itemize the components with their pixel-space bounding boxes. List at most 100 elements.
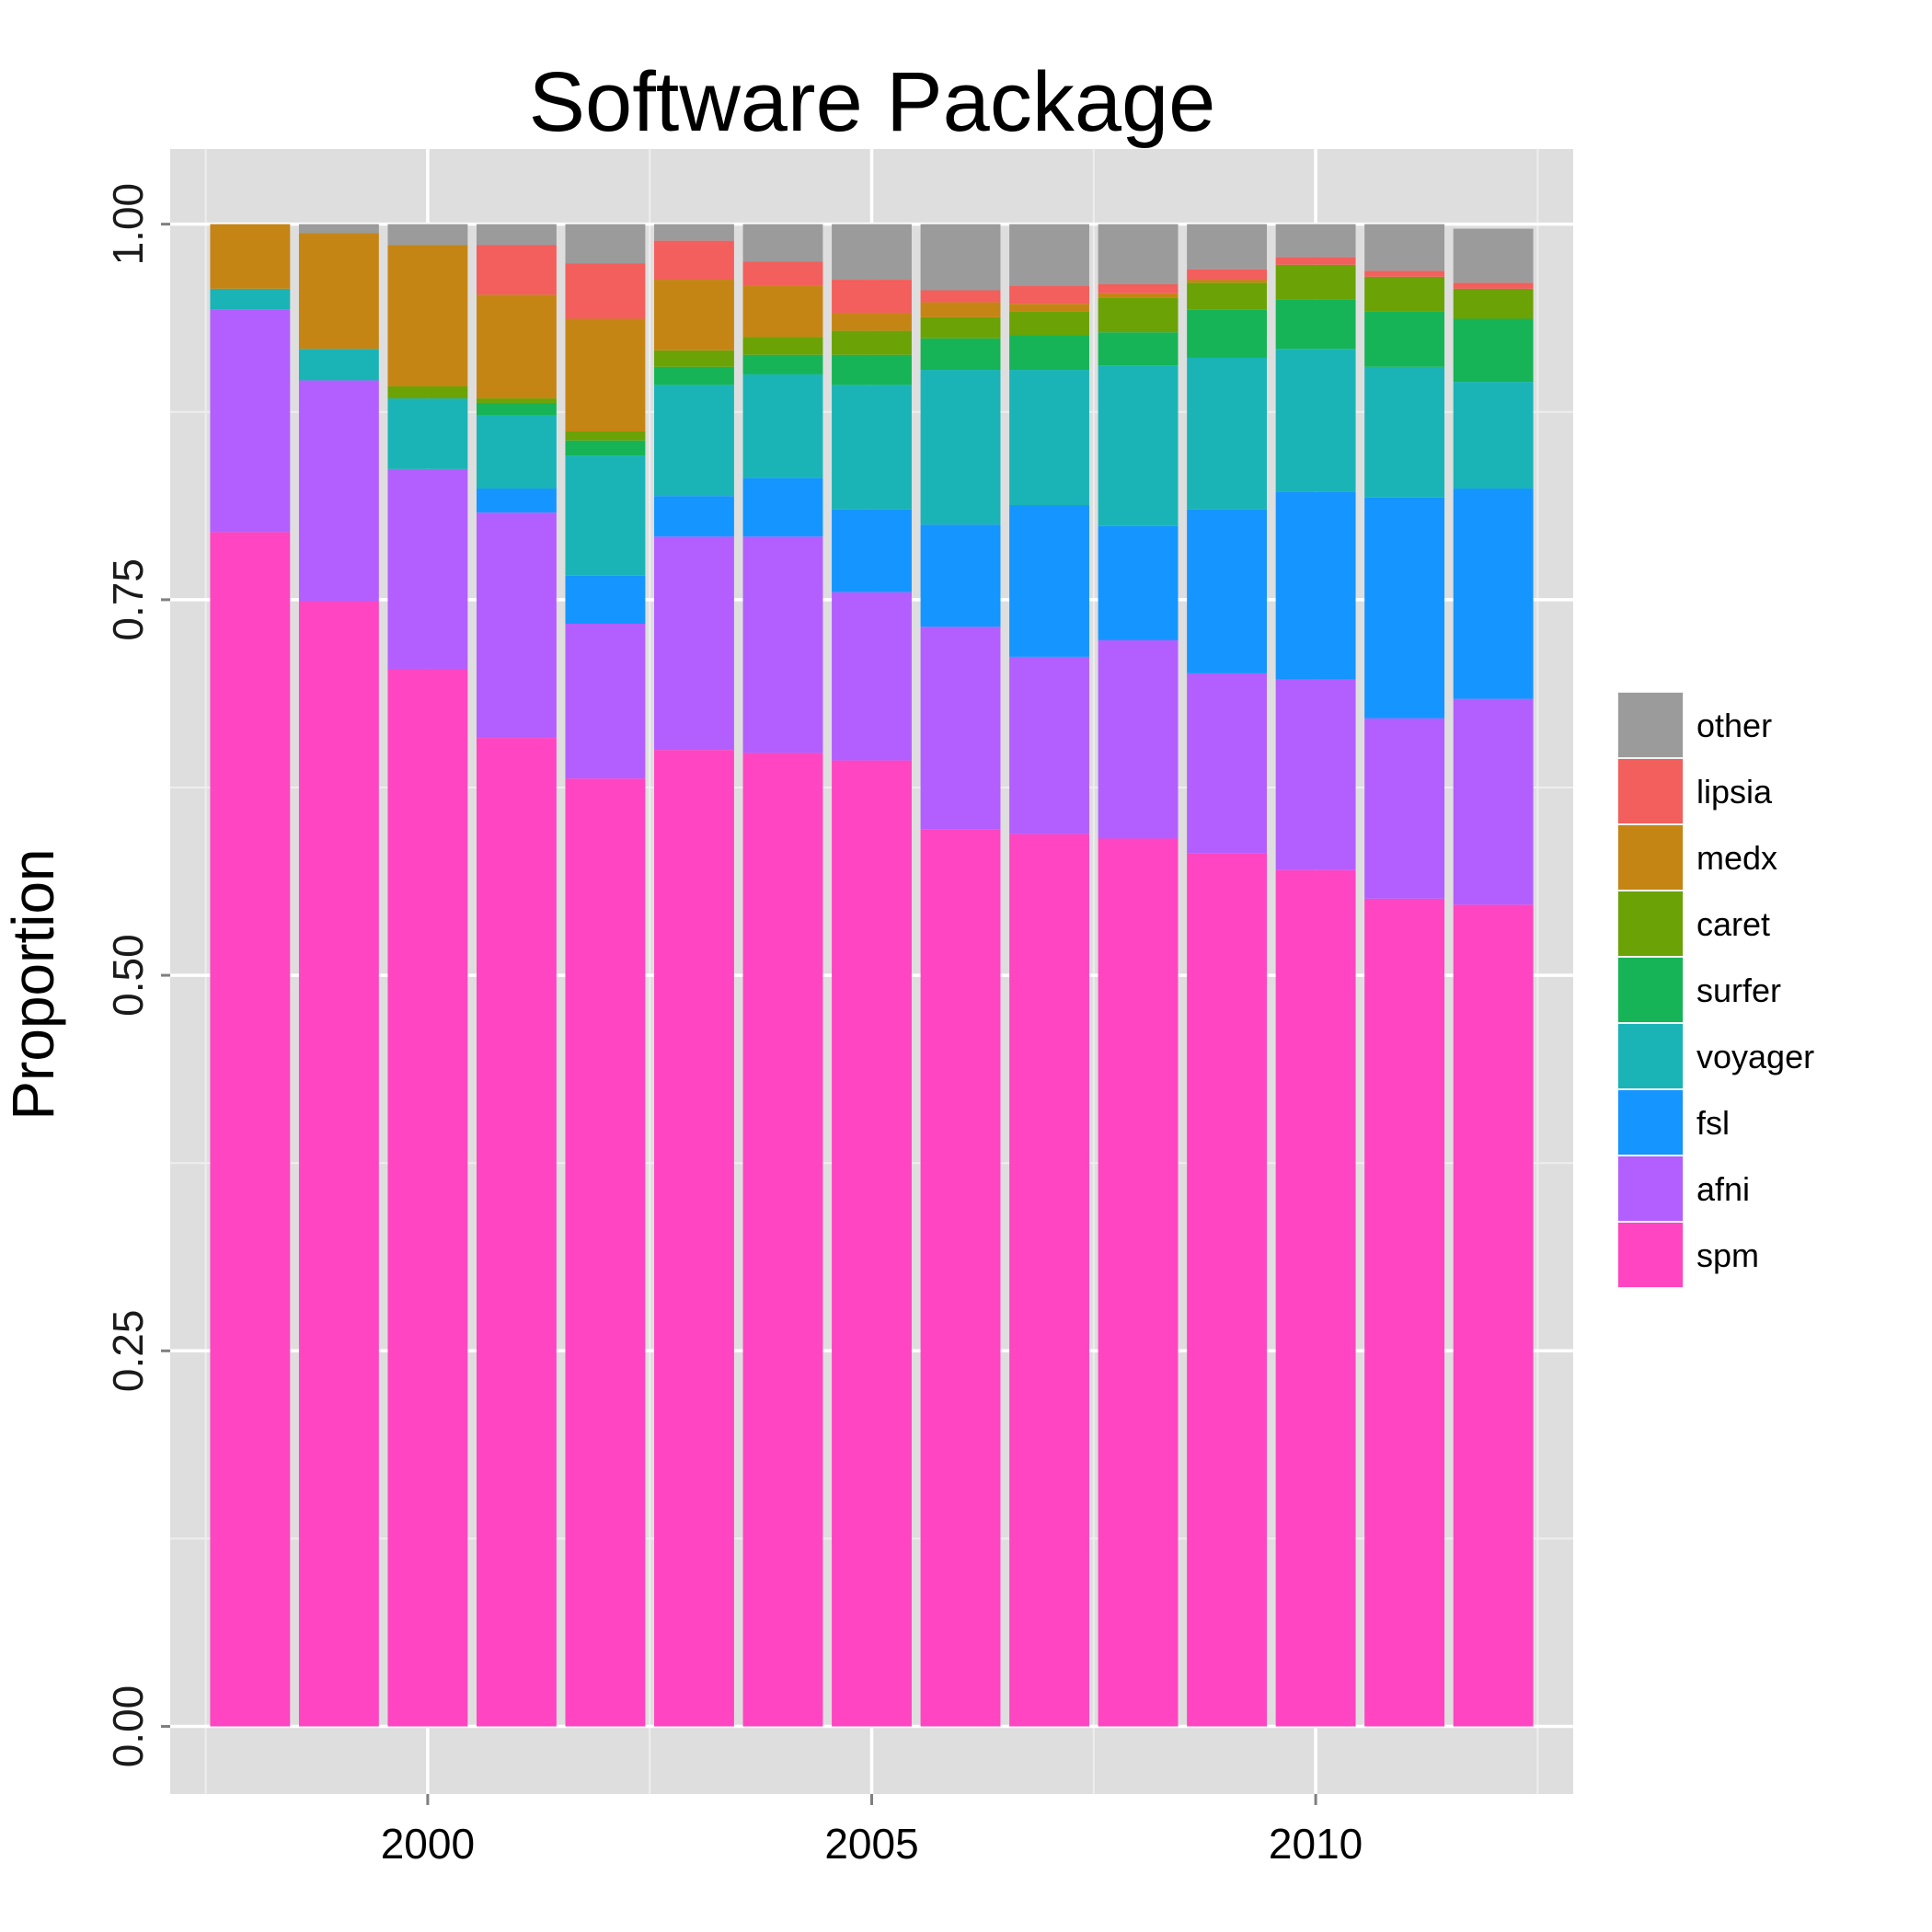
bar-segment-lipsia-2012 [1453, 282, 1534, 289]
legend: other lipsia medx caret surfer voyager fsl afni… [1617, 692, 1814, 1288]
bar-segment-medx-2005 [832, 312, 912, 331]
bar-segment-medx-2007 [1009, 304, 1089, 312]
bar-segment-other-2005 [832, 224, 912, 281]
bar-segment-fsl-2003 [654, 496, 734, 537]
x-tick-label: 2005 [824, 1820, 918, 1868]
bar-segment-voyager-2007 [1009, 370, 1089, 505]
bar-segment-other-2008 [1098, 224, 1179, 284]
bar-segment-surfer-2006 [920, 338, 1001, 371]
bar-segment-lipsia-2004 [742, 261, 823, 286]
y-tick-label: 0.50 [104, 934, 152, 1017]
bar-segment-other-2001 [476, 224, 557, 246]
bar-segment-fsl-2012 [1453, 489, 1534, 699]
legend-swatch-lipsia [1618, 759, 1683, 823]
bar-segment-medx-2009 [1187, 280, 1268, 283]
bar-segment-caret-2010 [1275, 264, 1356, 300]
bar-segment-fsl-2009 [1187, 509, 1268, 673]
y-tick-label: 0.00 [104, 1685, 152, 1768]
bar-segment-voyager-1998 [210, 288, 291, 310]
legend-swatch-surfer [1618, 958, 1683, 1022]
bar-segment-surfer-2003 [654, 366, 734, 385]
bar-segment-lipsia-2002 [565, 263, 646, 319]
bar-segment-voyager-2006 [920, 370, 1001, 525]
bar-segment-voyager-2008 [1098, 365, 1179, 526]
bar-segment-surfer-2005 [832, 354, 912, 385]
bar-segment-afni-2004 [742, 536, 823, 753]
bar-segment-voyager-2005 [832, 385, 912, 510]
legend-label-surfer: surfer [1696, 972, 1781, 1009]
x-tick-label: 2010 [1269, 1820, 1363, 1868]
bar-segment-afni-2008 [1098, 639, 1179, 839]
legend-label-voyager: voyager [1696, 1038, 1814, 1075]
legend-swatch-caret [1618, 891, 1683, 956]
bar-segment-surfer-2004 [742, 354, 823, 374]
bar-segment-spm-2012 [1453, 904, 1534, 1727]
bar-segment-surfer-2012 [1453, 318, 1534, 383]
bar-segment-afni-2010 [1275, 679, 1356, 870]
bar-segment-medx-2004 [742, 285, 823, 338]
y-tick-label: 0.25 [104, 1310, 152, 1393]
bar-segment-voyager-2002 [565, 455, 646, 576]
legend-label-medx: medx [1696, 839, 1777, 877]
bar-segment-other-2004 [742, 224, 823, 262]
bar-segment-afni-2011 [1364, 718, 1445, 899]
bar-segment-voyager-2012 [1453, 382, 1534, 489]
bar-segment-spm-1999 [298, 601, 379, 1727]
bar-segment-caret-2008 [1098, 297, 1179, 333]
bar-segment-medx-2001 [476, 294, 557, 399]
legend-swatch-other [1618, 693, 1683, 757]
bar-segment-voyager-2000 [387, 398, 468, 469]
bar-segment-caret-2009 [1187, 282, 1268, 310]
bar-segment-caret-2002 [565, 431, 646, 441]
bar-segment-fsl-2005 [832, 509, 912, 592]
bar-segment-fsl-2002 [565, 575, 646, 624]
bar-segment-afni-2007 [1009, 656, 1089, 834]
bar-segment-surfer-2001 [476, 402, 557, 416]
bar-segment-spm-2003 [654, 750, 734, 1727]
bar-segment-afni-2009 [1187, 673, 1268, 854]
legend-label-other: other [1696, 707, 1772, 744]
bar-segment-fsl-2006 [920, 524, 1001, 627]
y-axis: 0.00 0.25 0.50 0.75 1.00 [104, 183, 170, 1767]
bar-segment-lipsia-2003 [654, 240, 734, 281]
bar-segment-voyager-2011 [1364, 366, 1445, 498]
bar-segment-medx-2000 [387, 245, 468, 386]
bar-segment-surfer-2009 [1187, 309, 1268, 358]
bar-segment-other-2003 [654, 224, 734, 241]
bar-segment-voyager-1999 [298, 349, 379, 381]
bar-segment-other-2000 [387, 224, 468, 246]
bar-segment-afni-2005 [832, 592, 912, 761]
bar-segment-fsl-2008 [1098, 525, 1179, 640]
bar-segment-caret-2003 [654, 350, 734, 367]
bar-segment-afni-2001 [476, 512, 557, 739]
bar-segment-afni-2000 [387, 468, 468, 669]
bar-segment-caret-2006 [920, 316, 1001, 339]
bar-segment-medx-2008 [1098, 293, 1179, 298]
bar-segment-caret-2000 [387, 385, 468, 399]
bar-segment-other-1999 [298, 224, 379, 234]
legend-swatch-fsl [1618, 1090, 1683, 1155]
legend-label-afni: afni [1696, 1170, 1750, 1208]
bar-segment-surfer-2002 [565, 440, 646, 456]
legend-label-spm: spm [1696, 1236, 1759, 1274]
bar-segment-other-2009 [1187, 224, 1268, 270]
bar-segment-voyager-2009 [1187, 357, 1268, 510]
bar-segment-surfer-2008 [1098, 332, 1179, 366]
bar-segment-spm-2001 [476, 738, 557, 1727]
bar-segment-surfer-2011 [1364, 311, 1445, 367]
bar-segment-afni-2002 [565, 623, 646, 779]
bar-segment-spm-2010 [1275, 869, 1356, 1727]
bar-segment-caret-2005 [832, 330, 912, 355]
bar-segment-other-2002 [565, 224, 646, 264]
bar-stacks [210, 224, 1534, 1727]
bar-segment-afni-2012 [1453, 698, 1534, 905]
bar-segment-caret-2012 [1453, 288, 1534, 319]
bar-segment-caret-2007 [1009, 311, 1089, 336]
y-tick-label: 1.00 [104, 183, 152, 266]
bar-segment-lipsia-2001 [476, 245, 557, 295]
bar-segment-lipsia-2010 [1275, 257, 1356, 265]
bar-segment-medx-1998 [210, 224, 291, 289]
bar-segment-voyager-2001 [476, 415, 557, 489]
y-tick-label: 0.75 [104, 558, 152, 641]
bar-segment-lipsia-2006 [920, 290, 1001, 303]
